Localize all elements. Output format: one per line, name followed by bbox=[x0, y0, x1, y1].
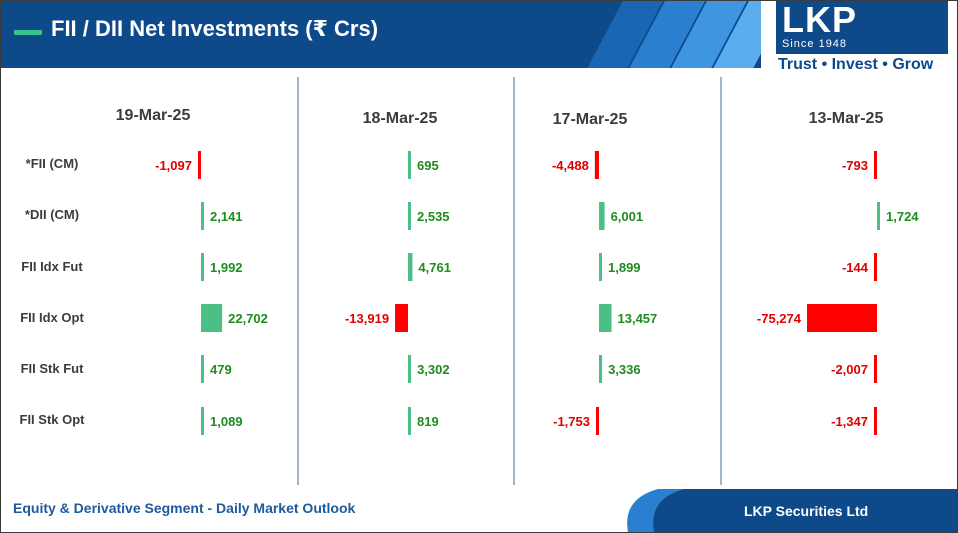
bar-18-Mar-25-FII Idx Opt bbox=[395, 304, 408, 332]
footer-company-name: LKP Securities Ltd bbox=[744, 503, 869, 519]
data-label-18-Mar-25-*FII (CM): 695 bbox=[417, 158, 439, 173]
bar-13-Mar-25-FII Stk Fut bbox=[874, 355, 877, 383]
data-label-13-Mar-25-FII Idx Opt: -75,274 bbox=[757, 311, 802, 326]
data-label-17-Mar-25-FII Idx Fut: 1,899 bbox=[608, 260, 641, 275]
footer-segment-label: Equity & Derivative Segment - Daily Mark… bbox=[13, 500, 356, 516]
data-label-18-Mar-25-*DII (CM): 2,535 bbox=[417, 209, 450, 224]
date-header-17-mar: 17-Mar-25 bbox=[552, 111, 628, 128]
header-banner: FII / DII Net Investments (₹ Crs) bbox=[1, 1, 761, 68]
logo-wordmark: LKP bbox=[782, 0, 857, 40]
bar-19-Mar-25-FII Idx Opt bbox=[201, 304, 223, 332]
data-label-13-Mar-25-FII Idx Fut: -144 bbox=[842, 260, 869, 275]
footer-band-graphic bbox=[627, 489, 957, 532]
logo-since: Since 1948 bbox=[782, 38, 848, 50]
bar-18-Mar-25-FII Stk Fut bbox=[408, 355, 412, 383]
data-label-13-Mar-25-FII Stk Fut: -2,007 bbox=[831, 362, 868, 377]
bar-18-Mar-25-*FII (CM) bbox=[408, 151, 411, 179]
footer-brand-band: LKP Securities Ltd bbox=[618, 489, 957, 532]
row-label-fii-stk-opt: FII Stk Opt bbox=[19, 412, 85, 427]
bar-13-Mar-25-*DII (CM) bbox=[877, 202, 880, 230]
bar-13-Mar-25-*FII (CM) bbox=[874, 151, 877, 179]
data-label-17-Mar-25-FII Idx Opt: 13,457 bbox=[618, 311, 658, 326]
bar-18-Mar-25-*DII (CM) bbox=[408, 202, 411, 230]
data-label-19-Mar-25-FII Idx Opt: 22,702 bbox=[228, 311, 268, 326]
bar-19-Mar-25-*FII (CM) bbox=[198, 151, 201, 179]
row-label-dii-cm: *DII (CM) bbox=[24, 207, 80, 222]
bar-18-Mar-25-FII Stk Opt bbox=[408, 407, 411, 435]
date-header-19-mar: 19-Mar-25 bbox=[115, 107, 191, 124]
data-label-18-Mar-25-FII Idx Fut: 4,761 bbox=[418, 260, 451, 275]
data-label-18-Mar-25-FII Idx Opt: -13,919 bbox=[345, 311, 389, 326]
bar-13-Mar-25-FII Idx Opt bbox=[807, 304, 877, 332]
column-divider bbox=[297, 77, 299, 485]
date-header-13-mar: 13-Mar-25 bbox=[808, 110, 884, 127]
data-label-19-Mar-25-*FII (CM): -1,097 bbox=[155, 158, 192, 173]
title-accent-dash bbox=[14, 30, 42, 35]
data-label-19-Mar-25-FII Stk Opt: 1,089 bbox=[210, 414, 243, 429]
row-label-fii-stk-fut: FII Stk Fut bbox=[20, 361, 84, 376]
data-label-17-Mar-25-*DII (CM): 6,001 bbox=[611, 209, 644, 224]
data-label-19-Mar-25-FII Stk Fut: 479 bbox=[210, 362, 232, 377]
bar-19-Mar-25-FII Stk Fut bbox=[201, 355, 204, 383]
row-label-fii-cm: *FII (CM) bbox=[25, 156, 79, 171]
bar-18-Mar-25-FII Idx Fut bbox=[408, 253, 413, 281]
bar-17-Mar-25-FII Idx Opt bbox=[599, 304, 612, 332]
bar-17-Mar-25-FII Stk Opt bbox=[596, 407, 599, 435]
data-label-19-Mar-25-FII Idx Fut: 1,992 bbox=[210, 260, 243, 275]
bar-13-Mar-25-FII Idx Fut bbox=[874, 253, 877, 281]
data-label-13-Mar-25-FII Stk Opt: -1,347 bbox=[831, 414, 868, 429]
bar-19-Mar-25-*DII (CM) bbox=[201, 202, 204, 230]
data-label-18-Mar-25-FII Stk Fut: 3,302 bbox=[417, 362, 450, 377]
bar-17-Mar-25-*DII (CM) bbox=[599, 202, 605, 230]
data-label-18-Mar-25-FII Stk Opt: 819 bbox=[417, 414, 439, 429]
row-label-fii-idx-opt: FII Idx Opt bbox=[20, 310, 84, 325]
row-label-fii-idx-fut: FII Idx Fut bbox=[21, 259, 83, 274]
data-label-13-Mar-25-*DII (CM): 1,724 bbox=[886, 209, 919, 224]
data-label-17-Mar-25-*FII (CM): -4,488 bbox=[552, 158, 589, 173]
data-label-17-Mar-25-FII Stk Opt: -1,753 bbox=[553, 414, 590, 429]
brand-logo: LKP Since 1948 bbox=[776, 1, 948, 54]
bar-17-Mar-25-FII Stk Fut bbox=[599, 355, 603, 383]
bar-13-Mar-25-FII Stk Opt bbox=[874, 407, 877, 435]
bar-17-Mar-25-*FII (CM) bbox=[594, 151, 599, 179]
data-label-13-Mar-25-*FII (CM): -793 bbox=[842, 158, 868, 173]
data-label-19-Mar-25-*DII (CM): 2,141 bbox=[210, 209, 243, 224]
date-header-18-mar: 18-Mar-25 bbox=[362, 110, 438, 127]
page-title: FII / DII Net Investments (₹ Crs) bbox=[51, 16, 379, 41]
bar-19-Mar-25-FII Stk Opt bbox=[201, 407, 204, 435]
brand-tagline: Trust • Invest • Grow bbox=[778, 56, 934, 73]
bar-17-Mar-25-FII Idx Fut bbox=[599, 253, 602, 281]
column-divider bbox=[720, 77, 722, 485]
data-label-17-Mar-25-FII Stk Fut: 3,336 bbox=[608, 362, 641, 377]
bar-19-Mar-25-FII Idx Fut bbox=[201, 253, 204, 281]
column-divider bbox=[513, 77, 515, 485]
